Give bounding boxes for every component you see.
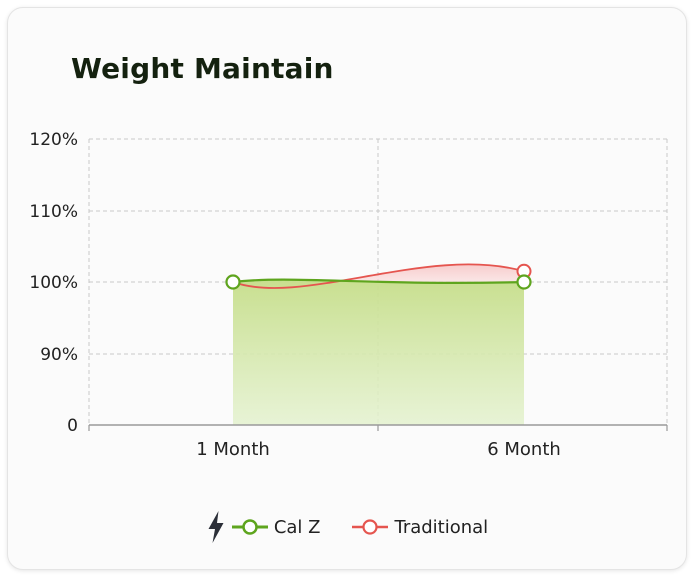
y-tick-label: 120%: [29, 130, 78, 150]
series-points: [225, 263, 532, 290]
legend-label-traditional: Traditional: [394, 516, 489, 538]
y-tick-label: 110%: [29, 202, 78, 222]
x-axis-ticks: [88, 425, 668, 431]
series-areas: [233, 264, 524, 425]
cal-z-line: [232, 278, 525, 285]
series-lines: [232, 263, 525, 289]
lightning-icon: [208, 511, 224, 543]
cal-z-point[interactable]: [225, 274, 241, 290]
chart-legend: Cal Z Traditional: [0, 510, 694, 544]
legend-item-traditional[interactable]: Traditional: [352, 517, 488, 538]
legend-item-cal-z[interactable]: Cal Z: [206, 510, 321, 544]
y-axis-labels: 0 90% 100% 110% 120%: [29, 130, 78, 436]
traditional-line: [232, 263, 525, 289]
cal-z-point[interactable]: [516, 274, 532, 290]
chart-title: Weight Maintain: [71, 52, 334, 85]
cal-z-area: [233, 279, 524, 425]
x-axis-labels: 1 Month 6 Month: [196, 439, 561, 460]
y-tick-label: 0: [67, 416, 78, 436]
y-tick-label: 90%: [40, 345, 78, 365]
x-tick-label: 1 Month: [196, 439, 270, 460]
y-tick-label: 100%: [29, 273, 78, 293]
legend-swatch-traditional: [352, 519, 389, 535]
legend-swatch-cal-z: [231, 519, 268, 535]
legend-label-cal-z: Cal Z: [273, 516, 321, 538]
x-tick-label: 6 Month: [487, 439, 561, 460]
